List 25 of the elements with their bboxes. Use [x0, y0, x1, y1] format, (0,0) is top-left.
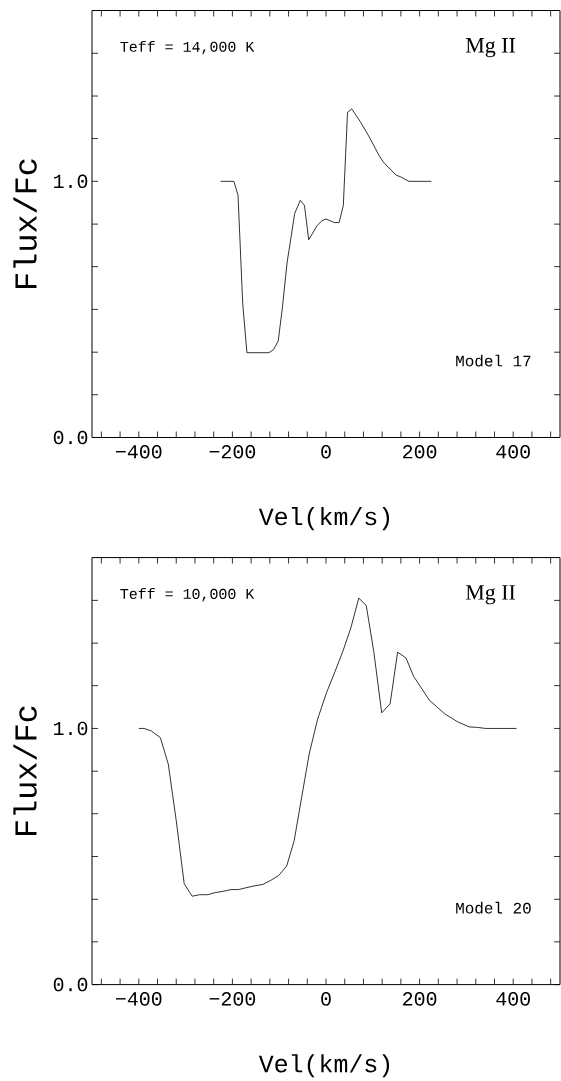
line-series [220, 108, 432, 354]
x-tick-label: 200 [403, 445, 437, 459]
y-tick-label: 0.0 [53, 430, 88, 445]
x-tick-label: 200 [403, 992, 437, 1006]
annotation: Teff = 10,000 K [120, 588, 255, 602]
x-tick-label: −200 [209, 992, 256, 1006]
annotation: Model 17 [456, 354, 531, 367]
annotation: Mg II [465, 38, 516, 58]
x-tick-label: −400 [116, 992, 162, 1006]
y-tick-label: 1.0 [54, 174, 88, 189]
x-tick-label: 0 [321, 992, 331, 1006]
y-axis-title: Flux/Fc [13, 159, 37, 288]
annotation: Model 20 [456, 901, 531, 914]
x-tick-label: 400 [496, 992, 530, 1006]
x-tick-label: 0 [321, 445, 331, 459]
y-tick-label: 0.0 [53, 977, 88, 992]
x-axis-title: Vel(km/s) [258, 507, 390, 531]
y-tick-label: 1.0 [54, 721, 88, 736]
x-tick-label: −200 [209, 445, 256, 459]
annotation: Teff = 14,000 K [120, 40, 255, 55]
x-axis-title: Vel(km/s) [258, 1054, 390, 1078]
x-tick-label: 400 [496, 445, 530, 459]
annotation: Mg II [465, 585, 516, 605]
y-axis-title: Flux/Fc [13, 706, 37, 836]
x-tick-label: −400 [116, 445, 162, 459]
